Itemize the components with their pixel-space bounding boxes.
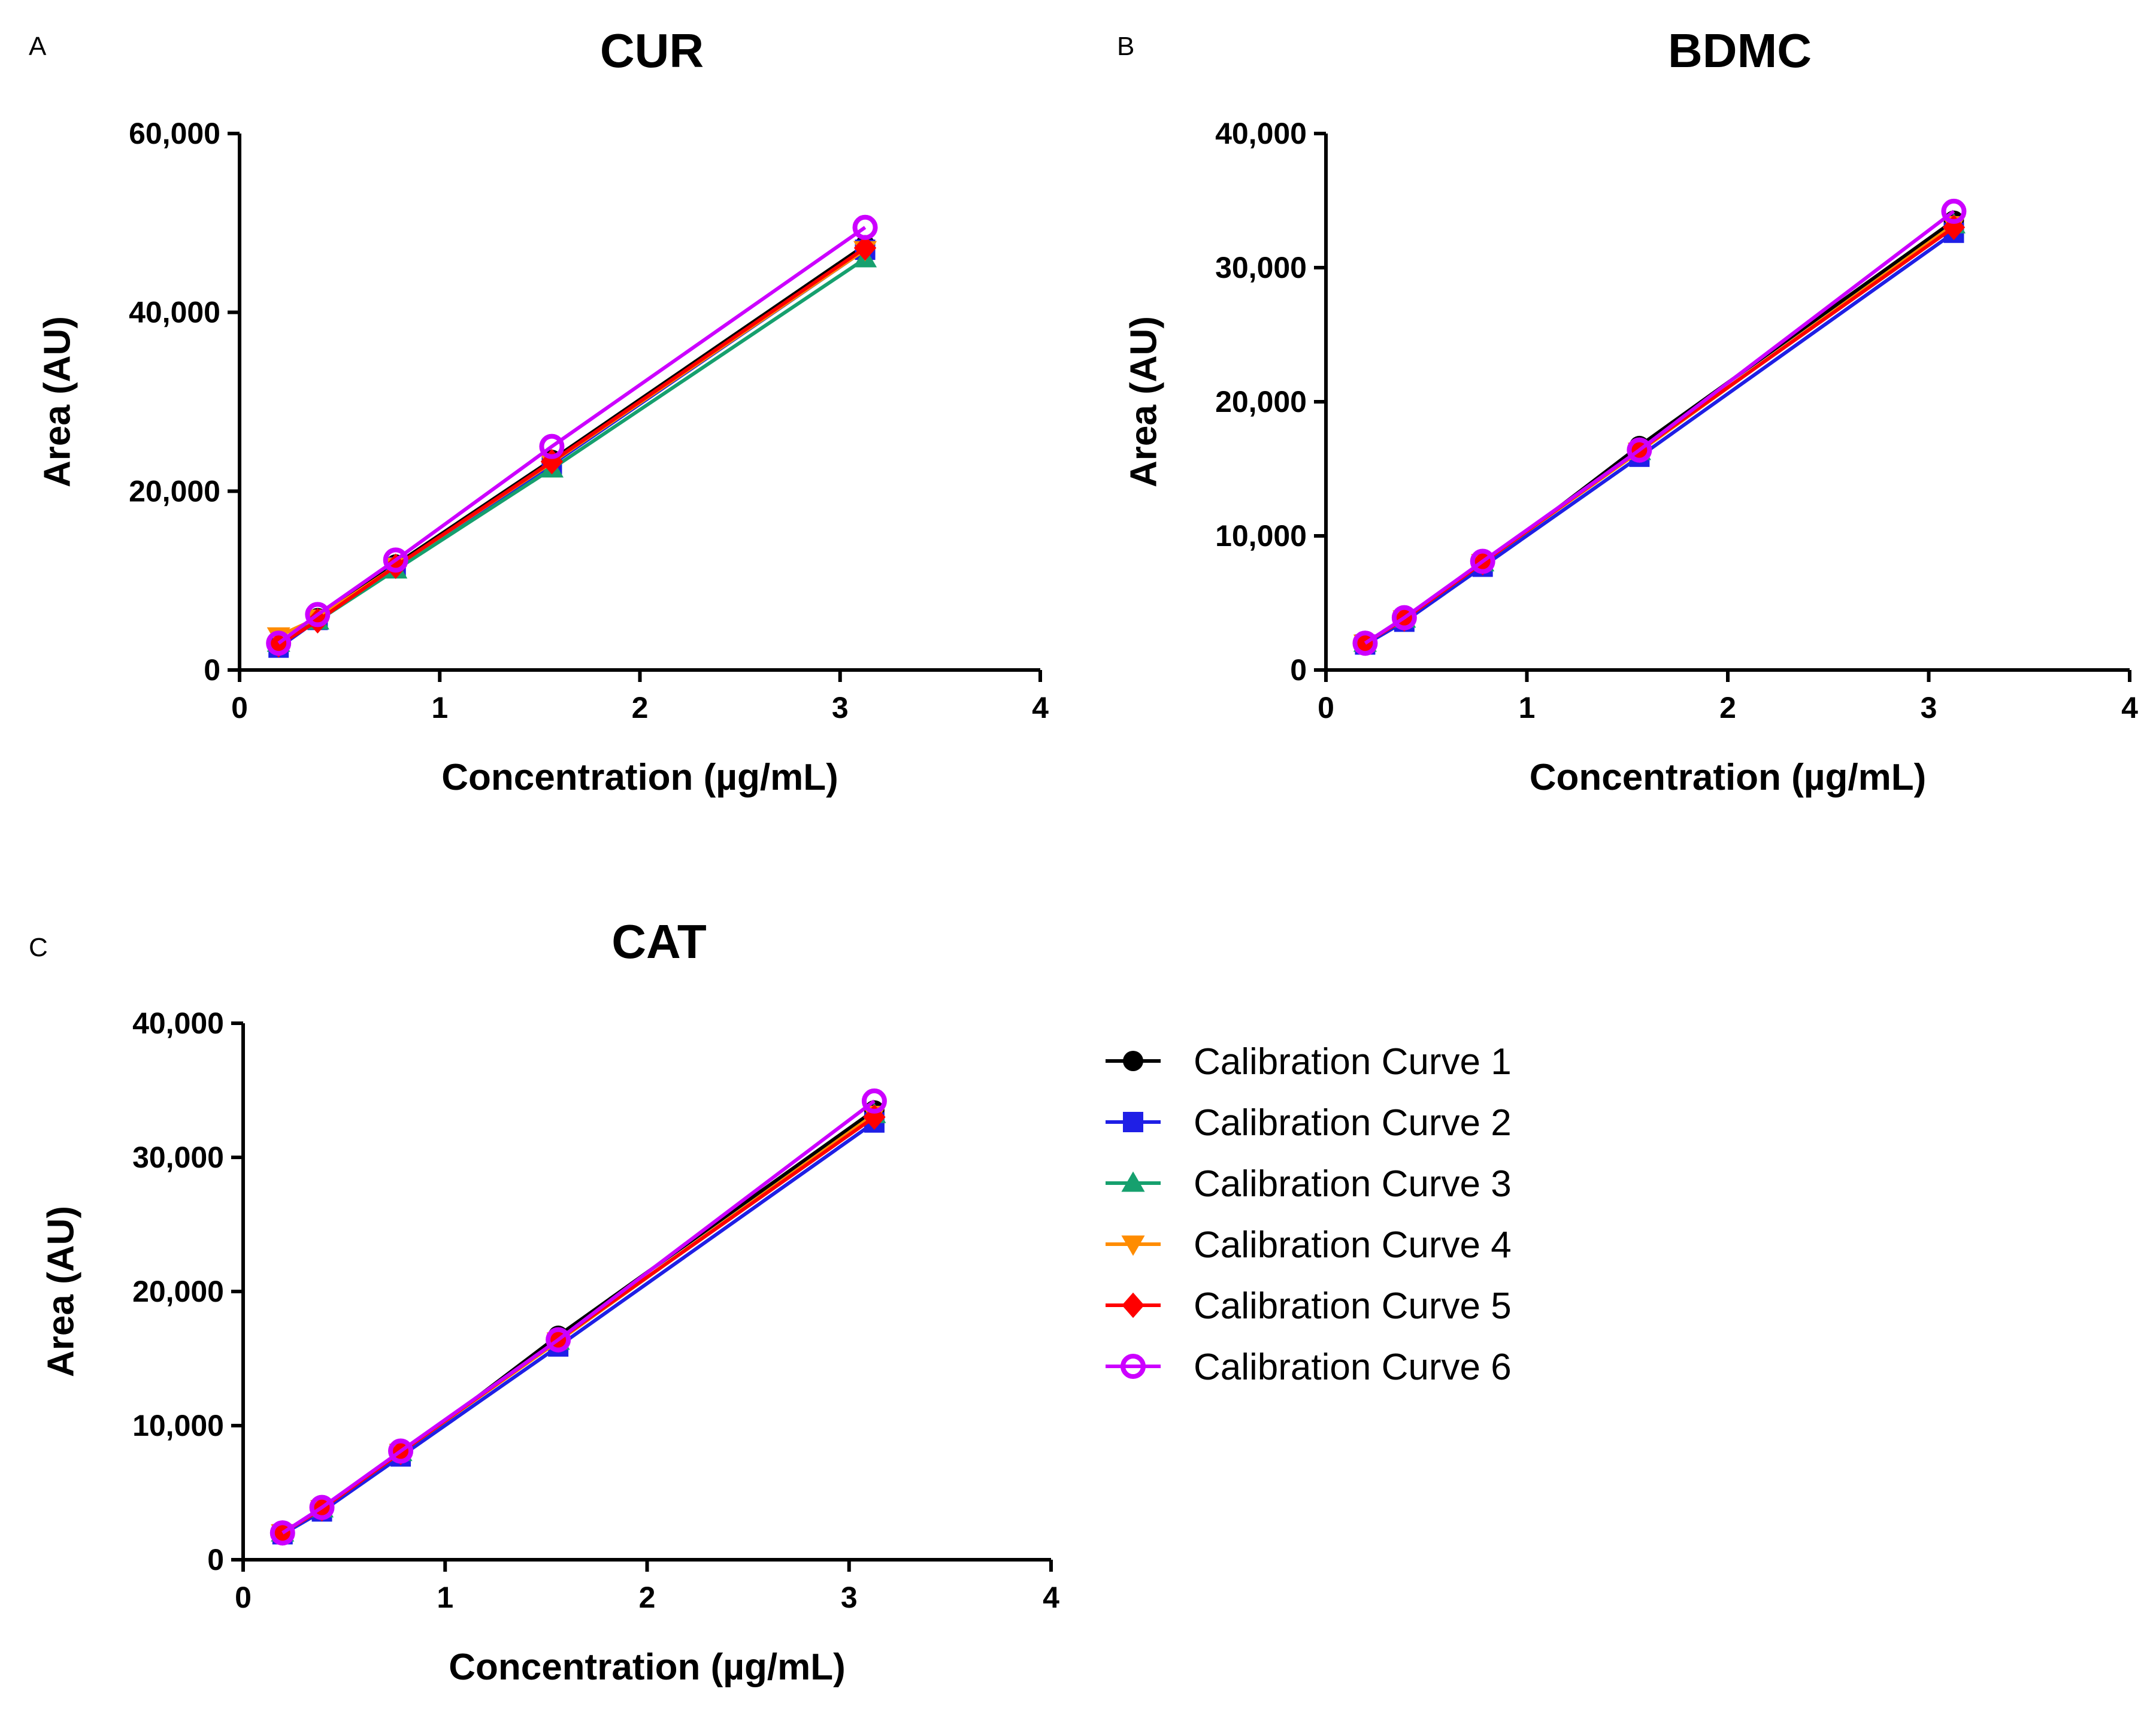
- chart-panel-b: B BDMC 0 10,000 20,000 30,000 40,000 0 1 2 3 4 Conce…: [1117, 24, 2138, 798]
- legend-item-6: Calibration Curve 6: [1106, 1347, 1512, 1388]
- series-line: [281, 1109, 876, 1535]
- data-point: [852, 214, 878, 240]
- chart-panel-a: A CUR 0 20,000 40,000 60,000 0 1 2 3 4 Concentratio…: [29, 24, 1049, 798]
- data-point: [539, 433, 565, 459]
- data-point: [305, 602, 331, 627]
- x-tick-label: 3: [832, 691, 849, 724]
- data-point: [388, 1438, 414, 1464]
- x-tick-label: 1: [431, 691, 448, 724]
- legend-marker: [1121, 1171, 1145, 1192]
- x-axis-label: Concentration (µg/mL): [441, 757, 838, 798]
- y-tick-label: 30,000: [1215, 251, 1307, 284]
- legend-label: Calibration Curve 2: [1194, 1102, 1512, 1144]
- x-tick-label: 1: [1519, 691, 1536, 724]
- legend-marker: [1121, 1235, 1145, 1256]
- data-point: [861, 1088, 887, 1114]
- y-tick-label: 40,000: [129, 296, 220, 329]
- data-point: [383, 547, 408, 573]
- y-axis-label: Area (AU): [1123, 316, 1164, 487]
- legend-label: Calibration Curve 1: [1194, 1041, 1512, 1083]
- x-tick-label: 2: [639, 1581, 656, 1614]
- data-point: [546, 1327, 571, 1353]
- data-point: [1942, 214, 1966, 241]
- series-6: [266, 214, 878, 656]
- y-tick-label: 20,000: [129, 474, 220, 508]
- x-tick-label: 3: [841, 1581, 858, 1614]
- data-point: [270, 1520, 295, 1546]
- series-line: [277, 246, 867, 647]
- x-tick-label: 2: [632, 691, 649, 724]
- x-tick-label: 0: [235, 1581, 252, 1614]
- legend-label: Calibration Curve 3: [1194, 1163, 1512, 1205]
- series-line: [277, 226, 867, 645]
- y-tick-label: 10,000: [132, 1409, 224, 1442]
- data-point: [309, 1494, 335, 1520]
- data-point: [1627, 437, 1652, 463]
- data-point: [540, 448, 564, 475]
- y-tick-label: 0: [204, 653, 220, 687]
- series-line: [1364, 210, 1955, 645]
- y-tick-label: 40,000: [1215, 117, 1307, 150]
- panel-letter: A: [29, 32, 47, 61]
- x-axis-label: Concentration (µg/mL): [449, 1647, 846, 1688]
- y-tick-label: 0: [1290, 653, 1307, 687]
- data-point: [384, 553, 407, 580]
- y-tick-label: 0: [207, 1543, 224, 1576]
- x-axis-label: Concentration (µg/mL): [1530, 757, 1927, 798]
- panels: A CUR 0 20,000 40,000 60,000 0 1 2 3 4 Concentratio…: [29, 24, 2138, 1688]
- legend-marker: [1121, 1354, 1146, 1379]
- panel-letter: B: [1117, 32, 1134, 61]
- x-tick-label: 2: [1719, 691, 1736, 724]
- panel-letter: C: [29, 933, 48, 962]
- y-axis-label: Area (AU): [40, 1206, 81, 1377]
- x-tick-label: 0: [231, 691, 248, 724]
- data-point: [1352, 630, 1378, 656]
- y-tick-label: 30,000: [132, 1141, 224, 1174]
- y-tick-label: 10,000: [1215, 519, 1307, 553]
- y-axis-label: Area (AU): [37, 316, 78, 487]
- data-point: [1941, 198, 1967, 224]
- legend-marker: [1123, 1051, 1143, 1071]
- chart-title: CUR: [600, 24, 704, 77]
- y-tick-label: 40,000: [132, 1006, 224, 1040]
- legend: Calibration Curve 1 Calibration Curve 2 Ca…: [1106, 1041, 1512, 1388]
- series-6: [270, 1088, 887, 1546]
- legend-label: Calibration Curve 6: [1194, 1347, 1512, 1388]
- chart-panel-c: C CAT 0 10,000 20,000 30,000 40,000 0 1 2 3 4 Concen…: [29, 915, 1059, 1688]
- legend-item-4: Calibration Curve 4: [1106, 1224, 1512, 1266]
- legend-label: Calibration Curve 4: [1194, 1224, 1512, 1266]
- legend-item-2: Calibration Curve 2: [1106, 1102, 1512, 1144]
- legend-item-1: Calibration Curve 1: [1106, 1041, 1512, 1083]
- data-point: [1391, 605, 1417, 630]
- legend-label: Calibration Curve 5: [1194, 1286, 1512, 1327]
- series-6: [1352, 198, 1967, 656]
- legend-marker: [1122, 1292, 1144, 1318]
- x-tick-label: 4: [2121, 691, 2138, 724]
- legend-marker: [1123, 1112, 1143, 1132]
- series-line: [1364, 219, 1955, 645]
- x-tick-label: 3: [1921, 691, 1937, 724]
- legend-item-5: Calibration Curve 5: [1106, 1286, 1512, 1327]
- data-point: [1470, 548, 1495, 574]
- y-tick-label: 20,000: [1215, 385, 1307, 419]
- y-tick-label: 20,000: [132, 1275, 224, 1308]
- chart-title: BDMC: [1668, 24, 1812, 77]
- legend-item-3: Calibration Curve 3: [1106, 1163, 1512, 1205]
- data-point: [306, 608, 329, 634]
- x-tick-label: 1: [437, 1581, 453, 1614]
- data-point: [853, 235, 877, 261]
- series-line: [281, 1099, 876, 1535]
- x-tick-label: 4: [1043, 1581, 1059, 1614]
- data-point: [266, 630, 292, 656]
- x-tick-label: 4: [1032, 691, 1049, 724]
- x-tick-label: 0: [1318, 691, 1334, 724]
- chart-title: CAT: [611, 915, 707, 968]
- y-tick-label: 60,000: [129, 117, 220, 150]
